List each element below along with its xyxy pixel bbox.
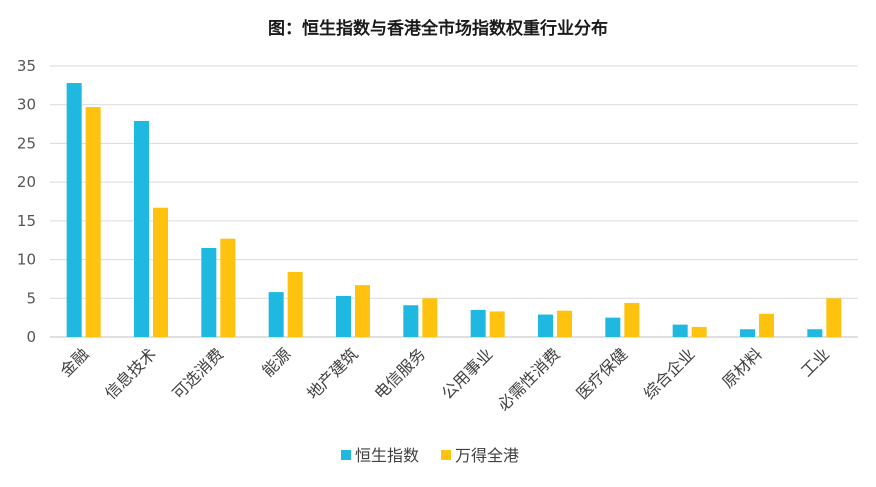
legend: 恒生指数 万得全港 — [341, 446, 519, 465]
y-tick-label: 5 — [26, 289, 36, 307]
chart-title: 图：恒生指数与香港全市场指数权重行业分布 — [268, 19, 608, 39]
bar-wind-2 — [220, 238, 236, 337]
legend-label: 恒生指数 — [355, 446, 419, 465]
bar-hsi-0 — [66, 83, 82, 337]
x-category-label: 信息技术 — [101, 344, 160, 403]
bar-hsi-5 — [403, 305, 419, 337]
y-axis-ticks: 0 5 10 15 20 25 30 35 — [17, 57, 36, 346]
bar-wind-0 — [85, 107, 101, 337]
bar-wind-6 — [489, 311, 505, 337]
bar-hsi-10 — [740, 329, 755, 337]
x-category-label: 地产建筑 — [303, 344, 362, 403]
y-tick-label: 30 — [17, 96, 36, 114]
bar-wind-10 — [759, 313, 774, 337]
y-tick-label: 25 — [17, 134, 36, 152]
bar-wind-4 — [355, 285, 370, 337]
bar-hsi-7 — [538, 314, 553, 337]
bar-wind-5 — [422, 298, 438, 337]
x-category-label: 电信服务 — [370, 344, 429, 403]
x-category-label: 可选消费 — [168, 344, 227, 403]
bars — [66, 83, 842, 337]
bar-hsi-1 — [134, 120, 149, 337]
y-tick-label: 0 — [26, 328, 36, 346]
gridlines — [50, 65, 858, 338]
y-tick-label: 35 — [17, 57, 36, 75]
bar-wind-7 — [557, 310, 572, 337]
x-category-label: 医疗保健 — [572, 344, 631, 403]
legend-swatch — [341, 450, 351, 460]
bar-hsi-11 — [807, 329, 823, 337]
bar-wind-3 — [287, 271, 303, 337]
y-tick-label: 15 — [17, 212, 36, 230]
bar-hsi-9 — [672, 324, 688, 337]
bar-wind-9 — [691, 326, 707, 337]
x-category-label: 金融 — [56, 344, 92, 380]
bar-wind-1 — [153, 207, 168, 337]
bar-hsi-3 — [268, 292, 284, 337]
legend-label: 万得全港 — [455, 446, 519, 465]
x-category-label: 必需性消费 — [494, 344, 564, 414]
bar-hsi-8 — [605, 317, 621, 337]
x-category-label: 原材料 — [718, 344, 765, 391]
x-category-label: 公用事业 — [438, 344, 497, 403]
bar-hsi-4 — [336, 295, 351, 337]
bar-hsi-6 — [470, 309, 486, 337]
bar-wind-8 — [624, 302, 640, 337]
bar-hsi-2 — [201, 247, 217, 337]
x-category-label: 能源 — [258, 344, 294, 380]
legend-swatch — [441, 450, 451, 460]
x-category-label: 综合企业 — [640, 344, 699, 403]
x-category-label: 工业 — [797, 344, 833, 380]
y-tick-label: 10 — [17, 251, 36, 269]
bar-wind-11 — [826, 298, 842, 337]
y-tick-label: 20 — [17, 173, 36, 191]
